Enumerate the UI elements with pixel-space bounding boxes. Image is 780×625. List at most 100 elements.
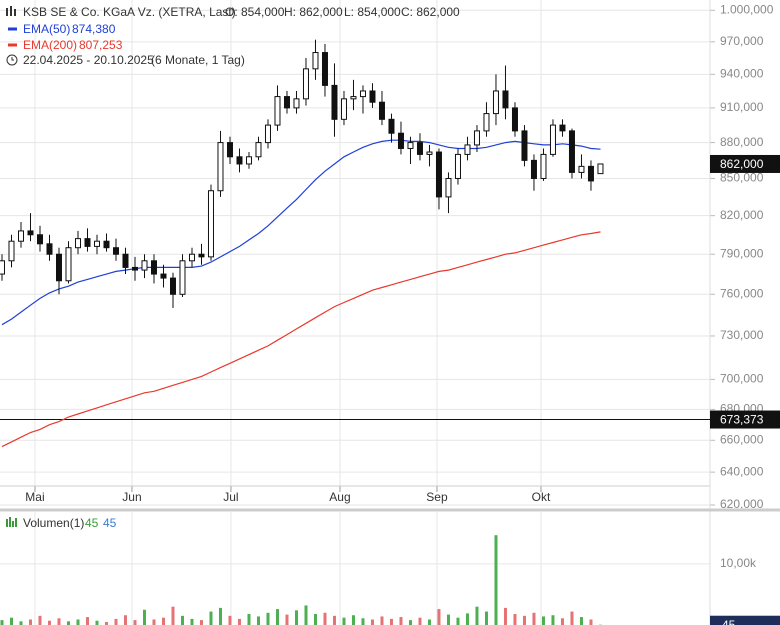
candle-body [245,156,252,165]
candle-body [492,90,499,115]
volume-bar [522,615,526,625]
legend-value: 807,253 [79,38,123,52]
candle-body [36,234,43,245]
candle-body [350,96,357,100]
volume-bar [427,619,431,625]
candle-body [74,238,81,249]
legend-value: 874,380 [72,22,116,36]
candle-body [312,52,319,70]
volume-bar [199,620,203,625]
candle-body [198,253,205,258]
volume-bar [541,616,545,625]
volume-bar [351,615,355,625]
volume-bar [28,619,32,625]
volume-bar [152,619,156,625]
period: (6 Monate, 1 Tag) [151,53,245,67]
candle-body [340,98,347,120]
candle-body [426,151,433,155]
volume-bar [389,618,393,625]
volume-bar [171,606,175,625]
candle-body [122,253,129,268]
candle-body [397,132,404,149]
candle-body [359,90,366,98]
volume-bar [85,617,89,625]
volume-box-label: 45 [722,618,736,625]
volume-bar [228,615,232,625]
volume-bar [0,620,4,625]
ema-line [1,231,601,448]
volume-bar [294,610,298,625]
candle-body [103,240,110,249]
candle-body [473,130,480,146]
y-tick-label: 730,000 [720,328,764,342]
volume-bar [104,621,108,625]
volume-bar [323,612,327,625]
volume-bar [304,605,308,625]
ema-line [1,139,601,326]
candle-body [454,153,461,179]
clock-icon [6,54,18,66]
candle-body [464,144,471,155]
chart-icon [6,8,8,16]
ohlc-high: H: 862,000 [284,5,343,19]
volume-bar [57,618,61,625]
volume-bar [237,618,241,625]
volume-bar [361,618,365,625]
volume-bar [256,616,260,625]
x-tick-label: Aug [329,490,350,504]
hline-price-label: 673,373 [720,413,764,427]
ohlc-open: O: 854,000 [225,5,285,19]
y-tick-label: 850,000 [720,171,764,185]
volume-bar [437,609,441,625]
volume-bar [570,611,574,625]
candle-body [587,165,594,182]
y-tick-label: 910,000 [720,100,764,114]
volume-bar [47,620,51,625]
y-tick-label: 700,000 [720,372,764,386]
volume-bar [9,617,13,625]
candle-body [302,68,309,100]
candle-body [521,130,528,161]
candle-body [226,142,233,158]
candle-body [65,247,72,282]
candle-body [93,240,100,247]
candle-body [559,124,566,132]
legend-label: EMA(200) [23,38,77,52]
volume-bar [76,619,80,625]
candle-body [207,190,214,258]
volume-bar [342,617,346,625]
y-tick-label: 620,000 [720,497,764,511]
candle-body [568,130,575,173]
candle-body [331,84,338,120]
volume-bar [142,609,146,625]
candle-body [160,273,167,279]
volume-bar [190,618,194,625]
candle-body [179,260,186,295]
candle-body [27,230,34,236]
plot-area: 862,000 673,373 45 [0,39,780,625]
candle-body [321,52,328,86]
y-tick-label: 640,000 [720,464,764,478]
volume-bar [332,615,336,625]
volume-bar [66,621,70,625]
volume-average: 45 [103,516,117,530]
volume-bar [285,614,289,625]
candle-body [416,142,423,155]
x-tick-label: Mai [25,490,44,504]
volume-bar [209,611,213,625]
volume-bar [589,619,593,625]
candle-body [150,260,157,275]
volume-icon [15,518,17,527]
candle-body [530,159,537,179]
x-tick-label: Jun [122,490,141,504]
volume-bar [313,614,317,625]
candle-body [407,142,414,149]
ohlc-close: C: 862,000 [401,5,460,19]
candle-body [255,142,262,158]
volume-title: Volumen(1) [23,516,84,530]
hline-price-box [710,410,780,429]
y-tick-label: 790,000 [720,246,764,260]
y-tick-label: 10,00k [720,556,757,570]
